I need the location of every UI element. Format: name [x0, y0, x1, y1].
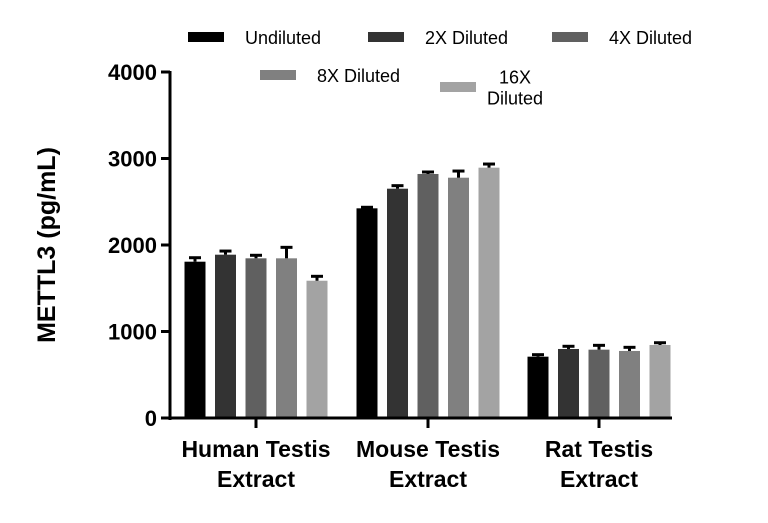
bar — [448, 177, 469, 418]
y-axis-label: METTL3 (pg/mL) — [33, 147, 61, 343]
legend-swatch — [368, 32, 404, 42]
bar — [356, 208, 378, 418]
x-tick-label: Mouse Testis — [356, 436, 500, 462]
x-tick-label: Extract — [389, 466, 467, 492]
bar — [558, 348, 579, 418]
x-tick-label: Rat Testis — [545, 436, 653, 462]
legend-label: 4X Diluted — [609, 28, 692, 48]
y-tick-label: 2000 — [108, 233, 157, 258]
legend-swatch — [440, 82, 476, 92]
bar — [527, 356, 549, 418]
bar — [184, 261, 206, 418]
y-tick-label: 4000 — [108, 60, 157, 85]
bar — [588, 349, 610, 418]
legend-label: 2X Diluted — [425, 28, 508, 48]
legend-label: Diluted — [487, 89, 543, 109]
bar — [215, 254, 236, 418]
legend-swatch — [552, 32, 588, 42]
y-tick-label: 0 — [145, 406, 157, 431]
legend-label: 8X Diluted — [317, 66, 400, 86]
bar — [619, 350, 640, 418]
legend-label: Undiluted — [245, 28, 321, 48]
axes: 0 1000 2000 3000 4000 Human Testis Extract Mous… — [108, 60, 672, 492]
bar — [417, 173, 439, 418]
y-tick-label: 1000 — [108, 320, 157, 345]
bar — [306, 280, 328, 418]
bar — [276, 258, 297, 418]
bar — [245, 258, 267, 418]
legend-label: 16X — [499, 68, 531, 88]
x-tick-label: Human Testis — [181, 436, 330, 462]
legend-swatch — [188, 32, 224, 42]
x-tick-label: Extract — [217, 466, 295, 492]
bar — [478, 167, 500, 418]
bar — [649, 344, 671, 418]
bar — [387, 188, 408, 418]
bars — [184, 162, 671, 418]
y-tick-label: 3000 — [108, 147, 157, 172]
legend-swatch — [260, 70, 296, 80]
legend: Undiluted 2X Diluted 4X Diluted 8X Diluted 1… — [188, 28, 692, 109]
x-tick-label: Extract — [560, 466, 638, 492]
